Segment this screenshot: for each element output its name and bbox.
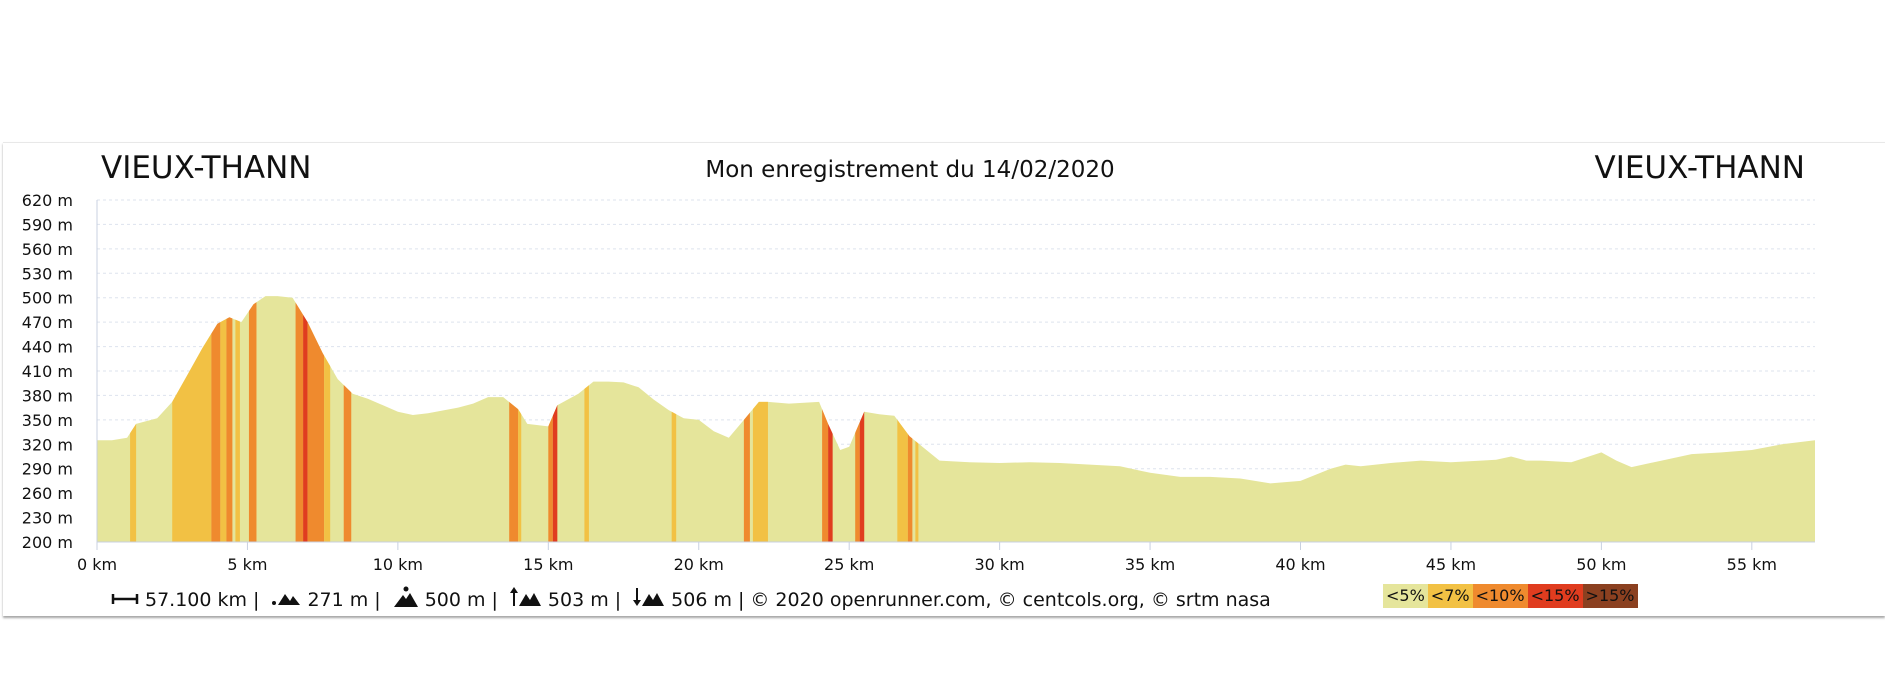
slope-band (307, 296, 325, 542)
elevation-loss-value: 506 m (671, 588, 732, 611)
distance-value: 57.100 km (145, 588, 248, 611)
y-tick-label: 530 m (22, 264, 73, 283)
elevation-gain-icon (509, 587, 542, 612)
x-tick-label: 5 km (227, 555, 267, 574)
separator: | (737, 588, 745, 611)
slope-band (743, 296, 750, 542)
slope-band (509, 296, 519, 542)
legend-item: <7% (1427, 584, 1473, 608)
legend-item: <5% (1383, 584, 1428, 608)
y-tick-label: 260 m (22, 484, 73, 503)
y-tick-label: 440 m (22, 338, 73, 357)
y-tick-label: 320 m (22, 435, 73, 454)
end-place-label: VIEUX-THANN (1594, 150, 1806, 186)
min-altitude-value: 271 m (307, 588, 369, 611)
slope-band (343, 296, 352, 542)
separator: | (491, 588, 498, 611)
y-tick-label: 230 m (22, 509, 73, 528)
max-altitude-value: 500 m (424, 588, 486, 611)
slope-band (248, 296, 257, 542)
x-tick-label: 25 km (824, 555, 874, 574)
y-tick-labels: 200 m 230 m 260 m 290 m 320 m 350 m 380 m 410 m… (22, 191, 73, 552)
slope-band (235, 296, 240, 542)
x-tick-label: 50 km (1576, 555, 1626, 574)
slope-band (552, 296, 558, 542)
elevation-loss-icon (633, 587, 665, 612)
route-stats: 57.100 km | 271 m | 500 m | 503 m | 506 … (105, 586, 1271, 613)
slope-band (671, 296, 677, 542)
legend-item: >15% (1582, 584, 1638, 608)
slope-band (226, 296, 233, 542)
y-tick-label: 380 m (22, 386, 73, 405)
x-tick-label: 20 km (674, 555, 724, 574)
y-tick-label: 350 m (22, 411, 73, 430)
elevation-gain-value: 503 m (547, 588, 609, 611)
slope-band (303, 296, 308, 542)
x-tick-labels: 0 km 5 km 10 km 15 km 20 km 25 km 30 km 35 km 40… (77, 542, 1777, 574)
slope-band (172, 296, 212, 542)
y-tick-label: 200 m (22, 533, 73, 552)
legend-item: <15% (1527, 584, 1583, 608)
x-tick-label: 10 km (373, 555, 423, 574)
elevation-chart: 200 m 230 m 260 m 290 m 320 m 350 m 380 m 410 m… (22, 191, 1815, 574)
distance-icon (111, 589, 139, 611)
y-tick-label: 590 m (22, 215, 73, 234)
y-tick-label: 620 m (22, 191, 73, 210)
y-tick-label: 560 m (22, 240, 73, 259)
y-tick-label: 470 m (22, 313, 73, 332)
max-altitude-icon (393, 586, 419, 613)
x-tick-label: 30 km (974, 555, 1024, 574)
slope-band (211, 296, 221, 542)
elevation-area (97, 296, 1815, 542)
x-tick-label: 35 km (1125, 555, 1175, 574)
y-tick-label: 410 m (22, 362, 73, 381)
start-place-label: VIEUX-THANN (101, 150, 312, 186)
slope-band (859, 296, 865, 542)
separator: | (614, 588, 622, 611)
x-tick-label: 55 km (1727, 555, 1777, 574)
x-tick-label: 15 km (523, 555, 573, 574)
separator: | (374, 588, 381, 611)
chart-title: Mon enregistrement du 14/02/2020 (705, 157, 1115, 183)
slope-band (220, 296, 227, 542)
y-tick-label: 290 m (22, 460, 73, 479)
slope-band (295, 296, 304, 542)
slope-band (324, 296, 331, 542)
x-tick-label: 45 km (1426, 555, 1476, 574)
slope-band (584, 296, 589, 542)
slope-band (518, 296, 522, 542)
legend-item: <10% (1472, 584, 1528, 608)
slope-legend: <5% <7% <10% <15% >15% (1383, 584, 1638, 608)
y-tick-label: 500 m (22, 289, 73, 308)
x-tick-label: 0 km (77, 555, 117, 574)
separator: | (253, 588, 260, 611)
credits-text: © 2020 openrunner.com, © centcols.org, ©… (750, 588, 1271, 611)
min-altitude-icon (271, 589, 301, 611)
slope-band (822, 296, 829, 542)
x-tick-label: 40 km (1275, 555, 1325, 574)
